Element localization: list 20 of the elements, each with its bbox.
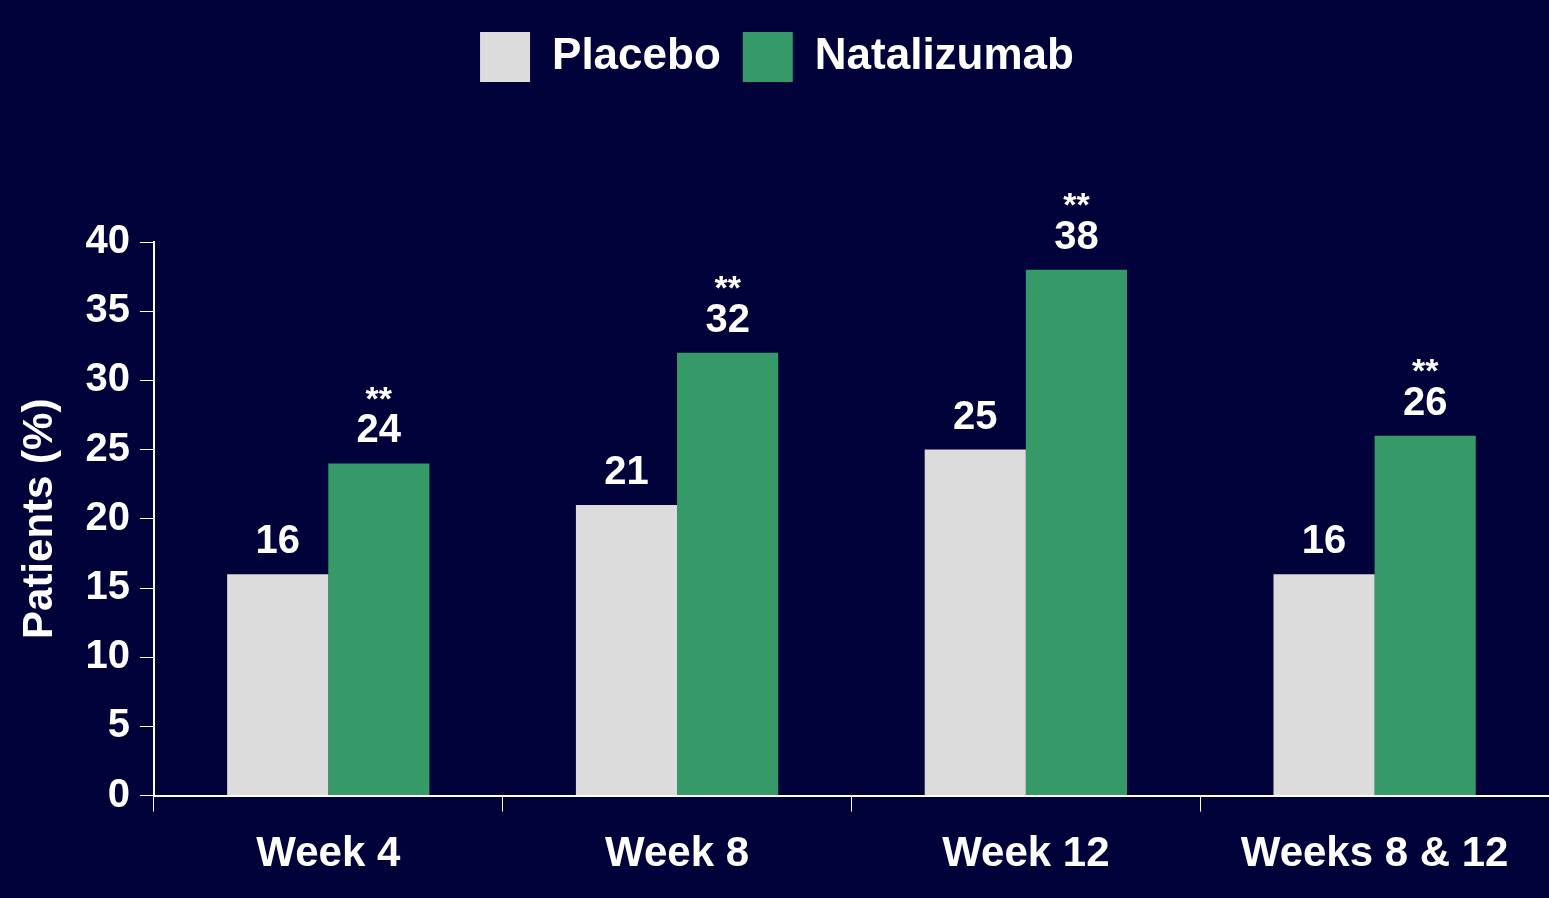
y-tick-label: 15: [85, 563, 130, 608]
x-tick-label: Week 4: [256, 828, 401, 876]
x-tick-label: Week 8: [605, 828, 750, 876]
y-tick-label: 40: [85, 217, 130, 262]
y-tick-label: 0: [107, 770, 130, 815]
x-tick-label: Week 12: [942, 828, 1110, 876]
y-tick-label: 35: [85, 286, 130, 331]
y-tick-label: 10: [85, 632, 130, 677]
y-tick-label: 20: [85, 493, 130, 538]
legend-label: Placebo: [552, 29, 721, 79]
data-label: 21: [604, 447, 649, 492]
y-tick-label: 5: [107, 701, 130, 746]
data-label: 25: [953, 392, 998, 437]
y-axis-title: Patients (%): [13, 398, 61, 639]
y-tick-label: 25: [85, 424, 130, 469]
data-label: 16: [1301, 517, 1347, 562]
y-tick-label: 30: [85, 355, 130, 400]
data-label: 16: [255, 517, 300, 562]
legend-label: Natalizumab: [814, 29, 1074, 79]
x-tick-label: Weeks 8 & 12: [1240, 828, 1509, 876]
